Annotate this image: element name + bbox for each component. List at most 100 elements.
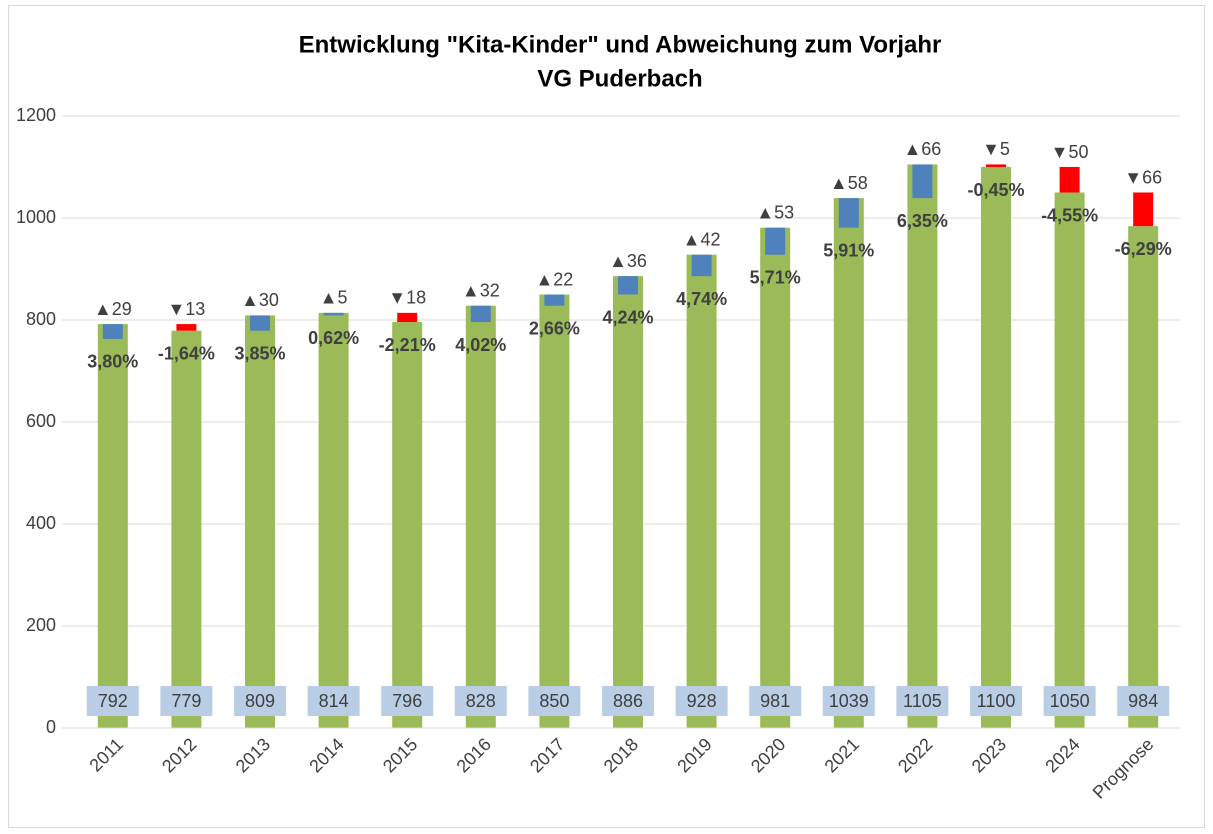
value-label-box — [307, 686, 360, 716]
value-label: 1039 — [829, 691, 869, 711]
bar — [760, 227, 791, 728]
percent-label: -0,45% — [967, 180, 1024, 200]
change-bar — [986, 164, 1006, 167]
value-label: 850 — [539, 691, 569, 711]
value-label-box — [234, 686, 286, 716]
change-label: ▲58 — [830, 173, 868, 193]
percent-label: 3,80% — [87, 352, 138, 372]
chart-title: VG Puderbach — [537, 65, 702, 92]
change-bar — [323, 312, 344, 316]
percent-label: 2,66% — [529, 318, 580, 338]
value-label: 1050 — [1050, 691, 1090, 711]
change-bar — [397, 312, 418, 323]
change-label: ▲53 — [756, 202, 794, 222]
percent-label: 5,91% — [823, 240, 874, 260]
y-tick-label: 1000 — [16, 207, 56, 227]
change-bar — [912, 164, 933, 199]
value-label-box — [675, 686, 728, 716]
change-label: ▲32 — [462, 280, 500, 300]
percent-label: 3,85% — [234, 343, 285, 363]
change-label: ▲22 — [535, 269, 573, 289]
bar — [1128, 226, 1159, 728]
bar — [686, 254, 717, 728]
change-bar — [102, 324, 123, 339]
value-label: 814 — [319, 691, 349, 711]
change-bar — [1059, 167, 1080, 193]
value-label: 809 — [245, 691, 275, 711]
percent-label: 5,71% — [750, 267, 801, 287]
bar — [245, 315, 275, 728]
change-label: ▼50 — [1051, 142, 1089, 162]
change-label: ▼18 — [388, 288, 426, 308]
change-bar — [838, 198, 859, 228]
value-label: 981 — [760, 691, 790, 711]
value-label: 928 — [687, 691, 717, 711]
value-label: 796 — [392, 691, 422, 711]
change-bar — [470, 305, 491, 323]
percent-label: -2,21% — [379, 335, 436, 355]
value-label-box — [822, 686, 875, 716]
value-label: 1100 — [977, 691, 1016, 711]
bar — [907, 164, 938, 728]
change-bar — [176, 324, 197, 331]
bar — [97, 324, 128, 728]
y-tick-label: 400 — [26, 513, 56, 533]
value-label-box — [86, 686, 139, 716]
bar — [171, 330, 202, 728]
bar — [1054, 192, 1085, 728]
value-label: 792 — [98, 691, 128, 711]
change-label: ▲5 — [320, 288, 348, 308]
value-label: 1105 — [903, 691, 942, 711]
y-tick-label: 800 — [26, 309, 56, 329]
change-label: ▲36 — [609, 251, 647, 271]
change-label: ▲42 — [683, 229, 721, 249]
bar — [318, 312, 349, 728]
value-label-box — [160, 686, 213, 716]
change-bar — [765, 227, 786, 255]
value-label-box — [970, 686, 1022, 716]
percent-label: 0,62% — [308, 328, 359, 348]
bar — [613, 276, 643, 728]
percent-label: -4,55% — [1041, 205, 1098, 225]
value-label-box — [381, 686, 434, 716]
bar — [981, 167, 1011, 728]
value-label-box — [528, 686, 581, 716]
bar — [465, 305, 496, 728]
change-bar — [1133, 192, 1154, 227]
value-label: 984 — [1128, 691, 1158, 711]
change-label: ▲66 — [903, 139, 941, 159]
percent-label: 6,35% — [897, 211, 948, 231]
change-label: ▼66 — [1124, 167, 1162, 187]
value-label-box — [896, 686, 949, 716]
change-label: ▼13 — [167, 299, 205, 319]
value-label-box — [454, 686, 507, 716]
change-bar — [544, 294, 565, 306]
chart-title: Entwicklung "Kita-Kinder" und Abweichung… — [299, 31, 942, 58]
change-label: ▲30 — [241, 290, 279, 310]
percent-label: 4,02% — [455, 335, 506, 355]
value-label-box — [602, 686, 654, 716]
y-tick-label: 600 — [26, 411, 56, 431]
bar — [833, 198, 864, 729]
value-label-box — [749, 686, 802, 716]
change-bar — [618, 276, 638, 295]
change-label: ▼5 — [982, 139, 1010, 159]
value-label: 886 — [613, 691, 643, 711]
value-label: 828 — [466, 691, 496, 711]
y-tick-label: 200 — [26, 615, 56, 635]
percent-label: 4,24% — [602, 307, 653, 327]
value-label-box — [1117, 686, 1170, 716]
y-tick-label: 1200 — [16, 105, 56, 125]
y-tick-label: 0 — [46, 717, 56, 737]
change-bar — [250, 315, 270, 331]
value-label: 779 — [171, 691, 201, 711]
change-label: ▲29 — [94, 299, 132, 319]
percent-label: 4,74% — [676, 289, 727, 309]
value-label-box — [1043, 686, 1096, 716]
bar — [392, 322, 423, 728]
change-bar — [691, 254, 712, 277]
bar — [539, 294, 570, 728]
percent-label: -1,64% — [158, 343, 215, 363]
percent-label: -6,29% — [1115, 239, 1172, 259]
